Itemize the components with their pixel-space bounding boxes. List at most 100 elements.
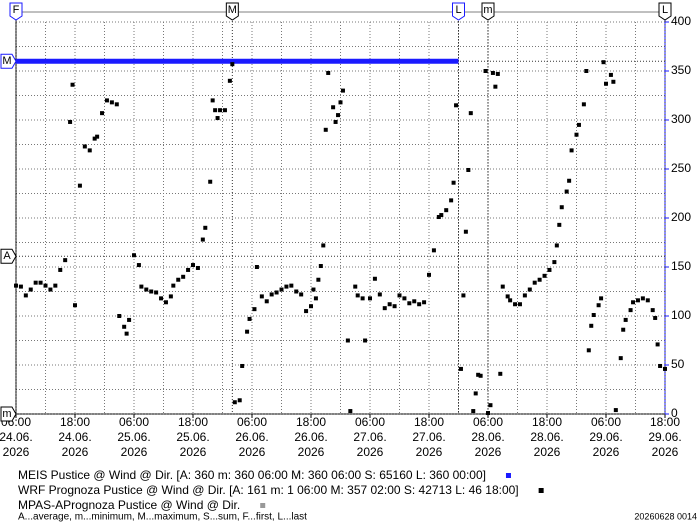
data-point (508, 298, 513, 303)
data-point (486, 411, 490, 416)
legend-swatch (505, 473, 511, 478)
data-point (488, 403, 493, 408)
data-point (640, 296, 645, 301)
data-point (552, 260, 557, 265)
data-point (382, 306, 387, 311)
data-point (309, 304, 313, 309)
data-point (284, 284, 289, 289)
legend-name: MEIS Pustice @ Wind @ Dir. (18, 468, 173, 482)
data-point (397, 293, 402, 298)
marker-box (225, 2, 239, 21)
data-point (402, 296, 407, 301)
data-point (269, 292, 274, 297)
legend-swatch (538, 488, 544, 493)
data-point (522, 293, 527, 298)
data-point (439, 213, 444, 218)
data-point (458, 366, 463, 371)
x-tick-label: 24.06. (0, 430, 33, 444)
marker-label: M (228, 4, 237, 16)
data-point (513, 302, 518, 307)
x-tick-label: 26.06. (235, 430, 268, 444)
data-point (163, 300, 168, 305)
data-point (73, 303, 77, 308)
data-point (564, 189, 569, 194)
data-point (210, 98, 215, 103)
x-tick-label: 26.06. (294, 430, 327, 444)
data-point (596, 303, 601, 308)
y-tick-label: 100 (671, 308, 691, 322)
data-point (318, 264, 323, 269)
data-point (353, 284, 358, 289)
data-point (628, 308, 633, 313)
marker-box (9, 2, 23, 21)
legend-label: MPAS-APrognoza Pustice @ Wind @ Dir. (18, 498, 240, 512)
data-point (53, 283, 58, 288)
data-point (176, 277, 181, 282)
data-point (355, 293, 360, 298)
x-tick-label: 2026 (593, 445, 620, 459)
marker-box (0, 248, 17, 264)
data-point (95, 134, 100, 139)
data-point (139, 284, 144, 289)
data-point (527, 287, 532, 292)
data-point (473, 391, 478, 396)
data-point (82, 144, 87, 149)
data-point (48, 287, 53, 292)
y-tick-label: 250 (671, 161, 691, 175)
x-tick-label: 24.06. (58, 430, 91, 444)
data-point (618, 356, 623, 361)
marker-box (658, 2, 672, 21)
data-point (154, 290, 159, 295)
data-point (517, 302, 522, 307)
x-tick-label: 2026 (239, 445, 266, 459)
data-point (431, 248, 436, 253)
x-tick-label: 18:00 (296, 415, 326, 429)
marker-label: F (13, 4, 20, 16)
x-tick-label: 06:00 (473, 415, 503, 429)
data-point (92, 136, 97, 141)
x-tick-label: 28.06. (530, 430, 563, 444)
x-tick-label: 06:00 (591, 415, 621, 429)
y-tick-label: 400 (671, 14, 691, 28)
x-tick-label: 06:00 (237, 415, 267, 429)
data-point (33, 280, 38, 285)
data-point (186, 267, 191, 272)
x-tick-label: 18:00 (178, 415, 208, 429)
data-point (333, 119, 338, 124)
data-point (368, 296, 372, 301)
timestamp: 20260628 0014 (634, 511, 697, 521)
data-point (311, 287, 316, 292)
data-point (38, 280, 43, 285)
marker-box (452, 2, 465, 21)
x-tick-label: 2026 (62, 445, 89, 459)
marker-box (481, 2, 495, 21)
data-point (117, 314, 122, 318)
data-point (407, 301, 412, 306)
data-point (663, 366, 667, 371)
data-point (478, 373, 483, 378)
data-point (653, 315, 658, 320)
data-point (181, 274, 186, 279)
y-tick-label: 200 (671, 210, 691, 224)
data-point (505, 294, 510, 299)
data-point (559, 205, 564, 210)
data-point (377, 292, 382, 297)
y-tick-label: 150 (671, 259, 691, 273)
legend-stats: [A: 161 m: 1 06:00 M: 357 02:00 S: 42713… (229, 483, 519, 497)
data-point (601, 60, 606, 65)
data-point (70, 82, 75, 87)
data-point (326, 70, 331, 75)
data-point (586, 348, 591, 353)
data-point (466, 167, 471, 172)
data-point (360, 296, 365, 301)
data-point (623, 317, 628, 322)
x-tick-label: 29.06. (589, 430, 622, 444)
data-point (363, 338, 368, 343)
data-point (500, 284, 505, 289)
data-point (77, 183, 82, 188)
data-point (316, 277, 321, 282)
data-point (215, 116, 220, 121)
data-point (127, 317, 132, 322)
data-point (149, 289, 154, 294)
data-point (471, 409, 476, 414)
